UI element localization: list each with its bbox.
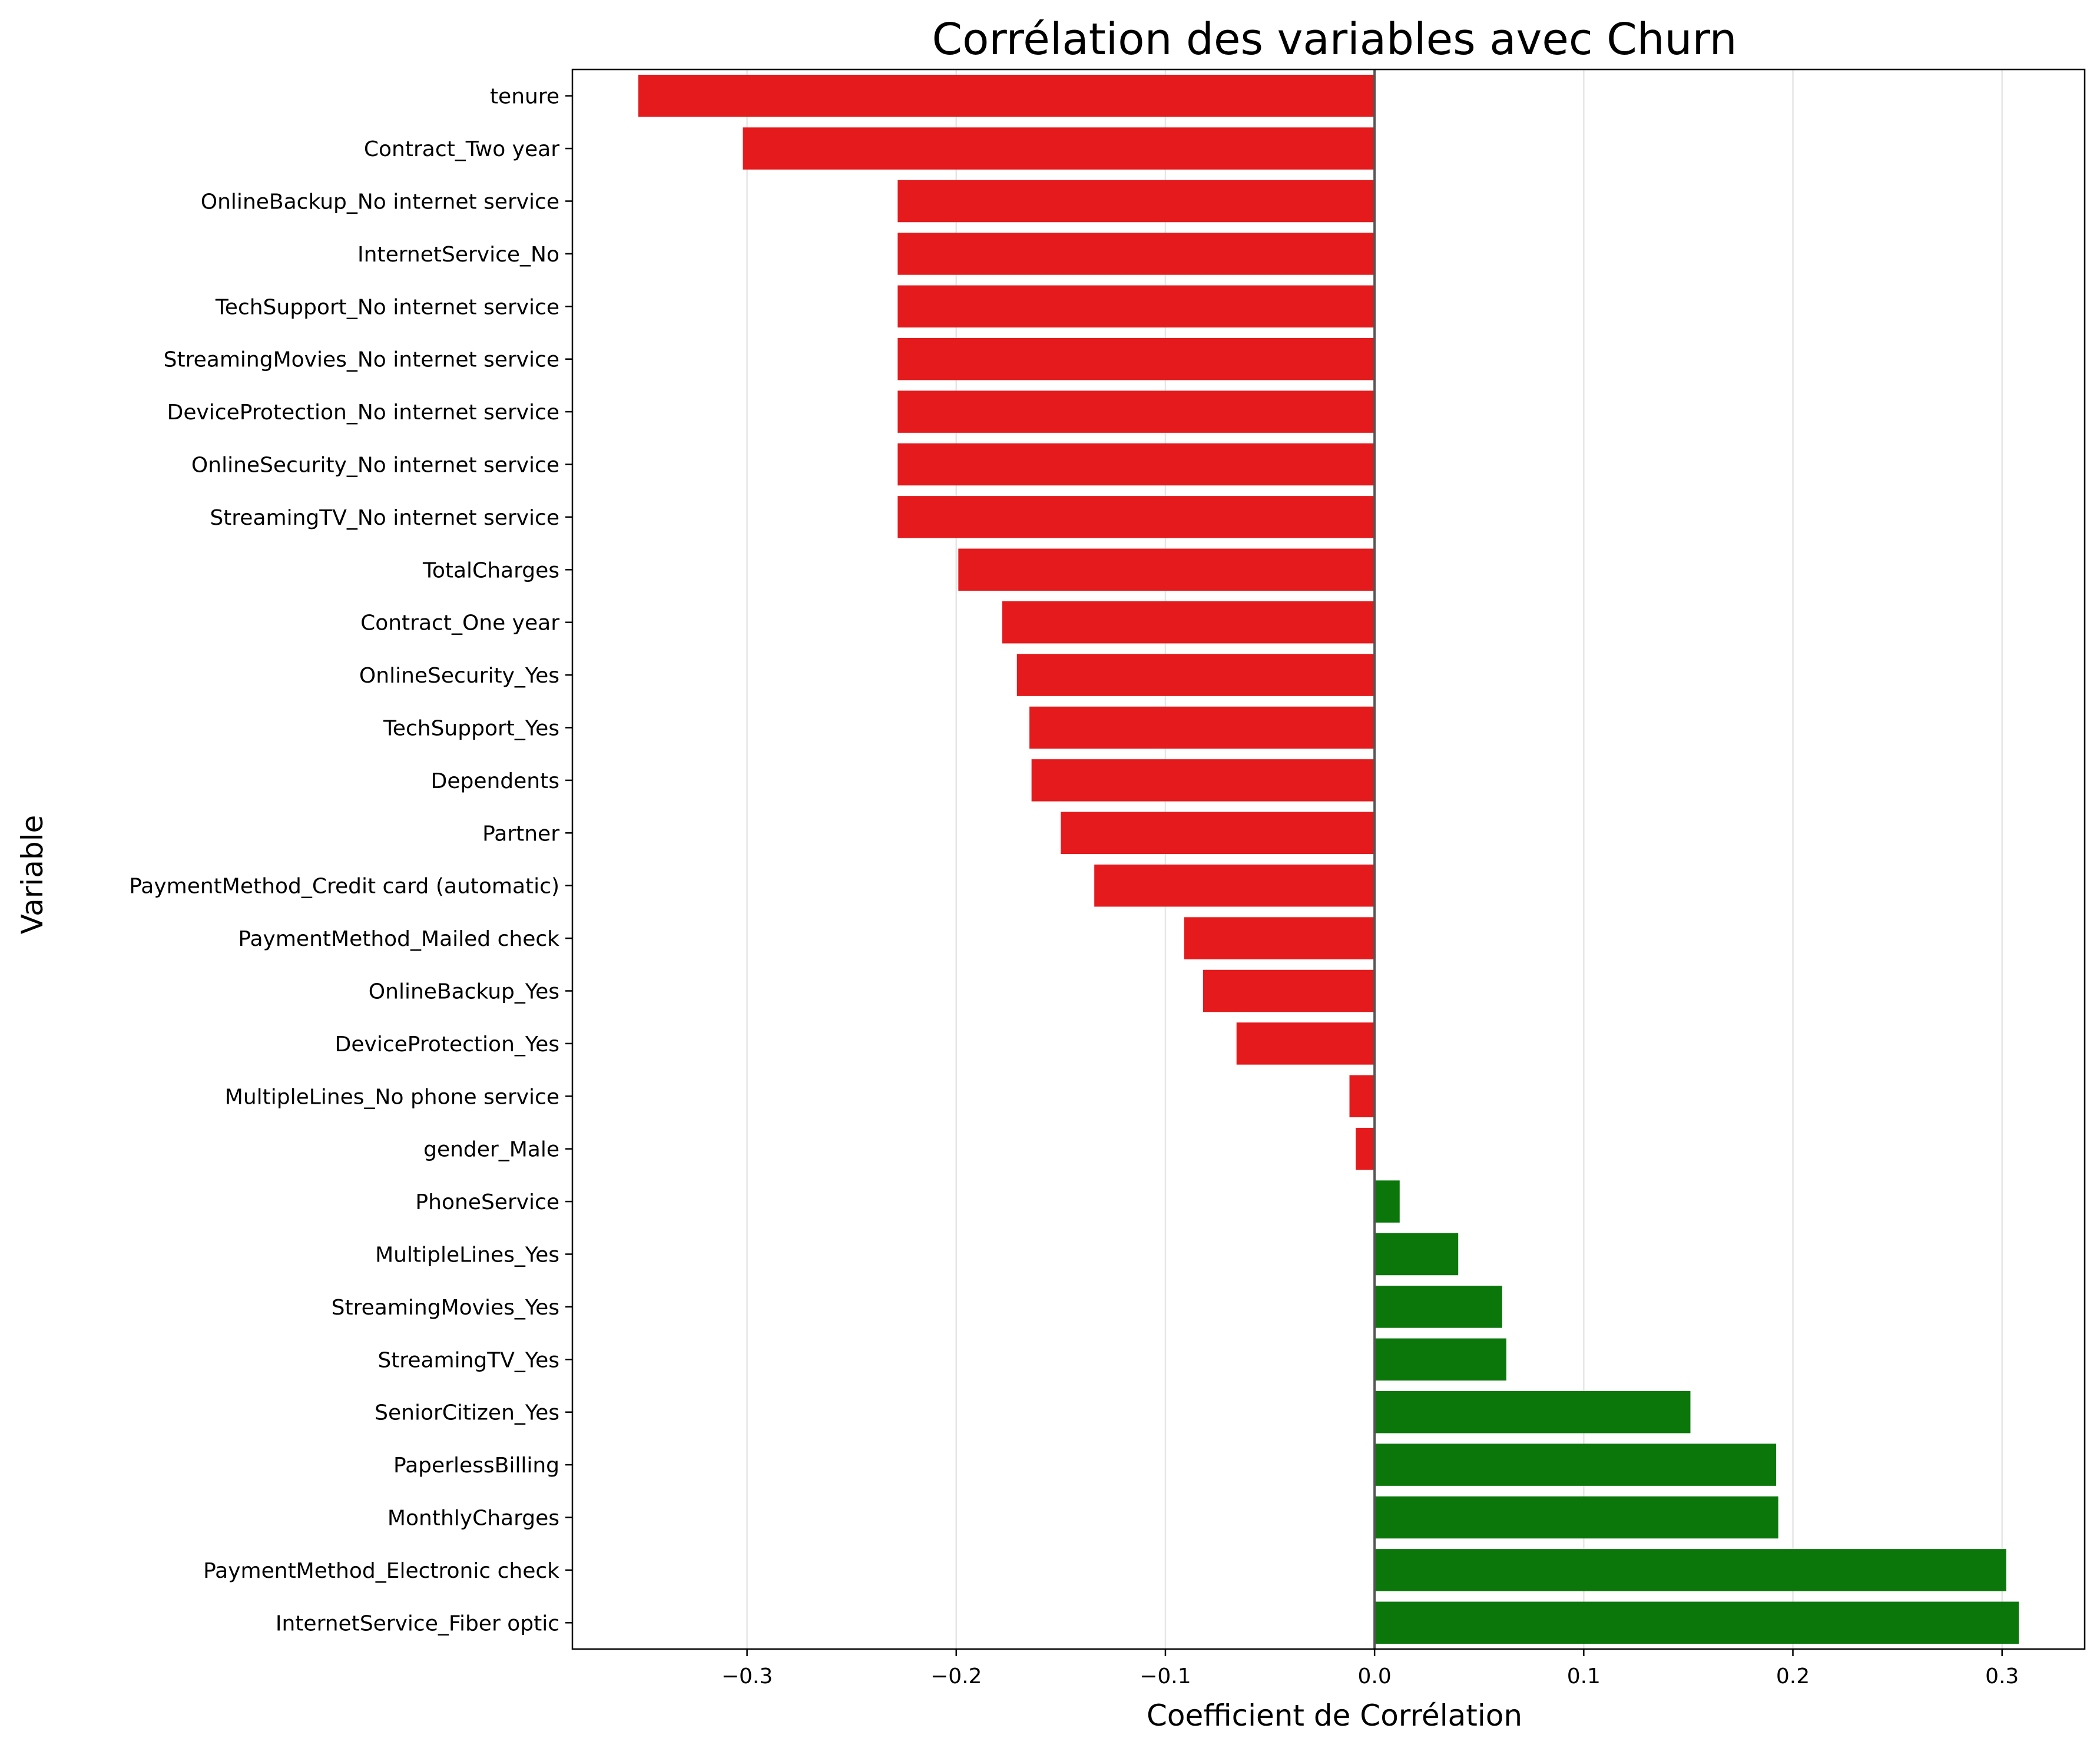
bar <box>1374 1338 1506 1381</box>
x-axis-ticks: −0.3 −0.2 −0.1 0.0 0.1 0.2 0.3 <box>721 1649 2019 1689</box>
y-tick-label: Partner <box>482 822 559 846</box>
bar <box>897 285 1375 328</box>
x-tick-label: 0.2 <box>1776 1664 1810 1689</box>
y-tick-label: TotalCharges <box>422 558 559 582</box>
bar <box>897 233 1375 275</box>
bar <box>897 390 1375 433</box>
bar <box>1061 812 1375 855</box>
x-tick-label: −0.1 <box>1140 1664 1191 1689</box>
y-tick-label: TechSupport_Yes <box>383 717 559 741</box>
y-tick-label: PaymentMethod_Mailed check <box>238 927 559 951</box>
y-tick-label: tenure <box>490 85 559 109</box>
bar <box>1374 1496 1778 1539</box>
y-tick-label: StreamingTV_Yes <box>377 1348 559 1372</box>
bar <box>1016 654 1375 696</box>
bar <box>897 180 1375 223</box>
bars <box>638 74 2019 1644</box>
bar <box>1031 759 1375 802</box>
bar <box>1374 1444 1777 1486</box>
y-tick-label: TechSupport_No internet service <box>215 295 559 319</box>
y-tick-label: OnlineBackup_Yes <box>369 980 559 1004</box>
x-tick-label: 0.3 <box>1985 1664 2019 1689</box>
y-axis-ticks: tenure Contract_Two year OnlineBackup_No i… <box>129 85 572 1636</box>
y-tick-label: StreamingTV_No internet service <box>210 506 559 530</box>
y-tick-label: DeviceProtection_Yes <box>335 1032 559 1057</box>
y-tick-label: Dependents <box>431 769 559 793</box>
bar <box>1374 1233 1459 1276</box>
y-tick-label: InternetService_No <box>357 243 559 267</box>
bar <box>1184 917 1375 959</box>
y-tick-label: MultipleLines_Yes <box>375 1243 559 1267</box>
bar <box>1349 1075 1375 1118</box>
y-tick-label: OnlineBackup_No internet service <box>201 190 559 214</box>
y-tick-label: PaperlessBilling <box>393 1454 559 1478</box>
y-tick-label: MultipleLines_No phone service <box>225 1085 559 1109</box>
y-tick-label: PaymentMethod_Electronic check <box>203 1559 559 1583</box>
x-tick-label: −0.3 <box>721 1664 773 1689</box>
bar <box>897 337 1375 380</box>
bar <box>1029 706 1375 749</box>
y-tick-label: PhoneService <box>415 1190 559 1214</box>
y-tick-label: InternetService_Fiber optic <box>276 1611 559 1636</box>
bar <box>897 443 1375 486</box>
y-tick-label: gender_Male <box>423 1138 559 1162</box>
plot-frame <box>571 68 2086 1650</box>
y-tick-label: MonthlyCharges <box>387 1507 559 1531</box>
bar <box>1374 1601 2019 1644</box>
bar <box>1002 601 1375 644</box>
y-tick-label: DeviceProtection_No internet service <box>167 400 559 425</box>
bar <box>638 74 1375 117</box>
x-tick-label: −0.2 <box>930 1664 982 1689</box>
y-tick-label: Contract_One year <box>360 611 559 635</box>
bar <box>1374 1391 1691 1434</box>
y-tick-label: SeniorCitizen_Yes <box>375 1401 559 1425</box>
chart-title: Corrélation des variables avec Churn <box>932 14 1737 65</box>
y-tick-label: StreamingMovies_No internet service <box>164 348 559 372</box>
y-tick-label: PaymentMethod_Credit card (automatic) <box>129 875 559 899</box>
bar <box>1374 1549 2006 1591</box>
bar <box>1203 969 1375 1012</box>
y-axis-label: Variable <box>15 815 49 934</box>
bar <box>1374 1180 1400 1223</box>
bar <box>897 496 1375 538</box>
bar <box>743 127 1375 170</box>
x-tick-label: 0.0 <box>1358 1664 1392 1689</box>
bar <box>1094 864 1375 907</box>
bar <box>1374 1286 1502 1328</box>
x-axis-label: Coefficient de Corrélation <box>1147 1699 1522 1733</box>
plot-border <box>571 68 2086 1650</box>
x-tick-label: 0.1 <box>1567 1664 1601 1689</box>
y-tick-label: OnlineSecurity_No internet service <box>191 453 559 478</box>
bar <box>1356 1127 1375 1170</box>
y-tick-label: StreamingMovies_Yes <box>332 1296 559 1320</box>
y-tick-label: Contract_Two year <box>364 137 559 161</box>
bar <box>958 548 1375 591</box>
bar <box>1236 1022 1375 1065</box>
y-tick-label: OnlineSecurity_Yes <box>359 664 559 688</box>
